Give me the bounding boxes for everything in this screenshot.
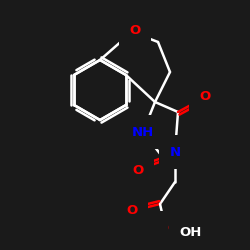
Text: O: O — [126, 204, 138, 218]
Text: O: O — [168, 222, 178, 234]
Text: O: O — [130, 24, 140, 36]
Text: O: O — [200, 90, 210, 104]
Text: OH: OH — [180, 226, 202, 239]
Text: N: N — [170, 146, 180, 158]
Text: O: O — [132, 164, 143, 177]
Text: NH: NH — [132, 126, 154, 138]
